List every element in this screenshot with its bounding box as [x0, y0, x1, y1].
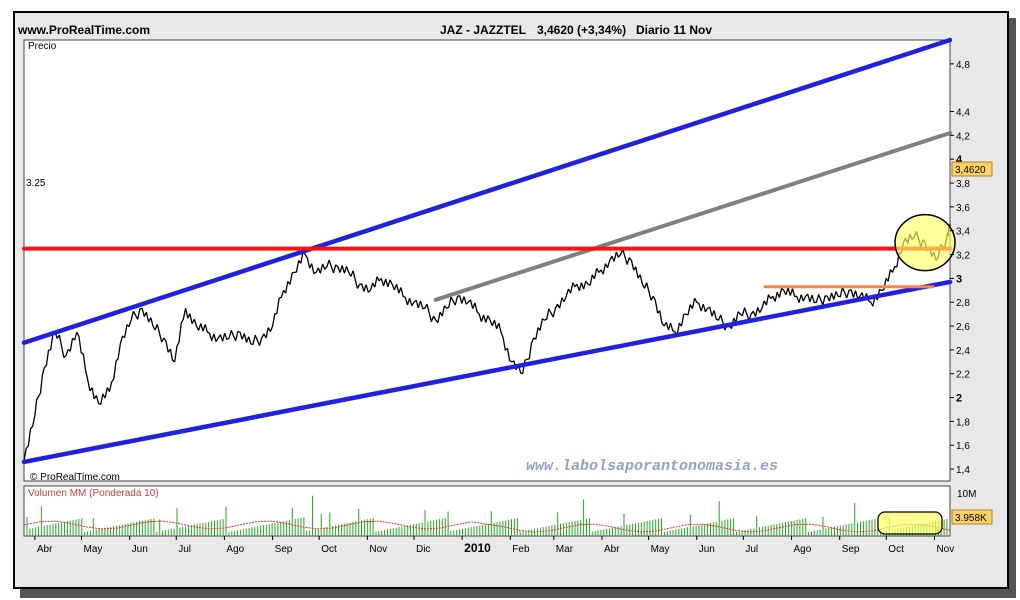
y-tick-label: 2,2 [956, 370, 970, 381]
last-price-value: 3,4620 [955, 165, 986, 176]
site-label: www.ProRealTime.com [17, 23, 150, 37]
x-tick-label: Mar [556, 544, 574, 555]
x-tick-label: Ago [226, 544, 244, 555]
y-tick-label: 4,8 [956, 60, 970, 71]
period-label: Diario 11 Nov [636, 23, 712, 37]
instrument-label: JAZ - JAZZTEL [440, 23, 526, 37]
volume-panel [23, 485, 951, 537]
y-tick-label: 1,4 [956, 465, 970, 476]
x-tick-label: Jun [132, 544, 148, 555]
watermark: www.labolsaporantonomasia.es [526, 458, 778, 475]
price-change-label: 3,4620 (+3,34%) [537, 23, 626, 37]
x-tick-label: Oct [888, 544, 904, 555]
y-tick-label: 3,6 [956, 203, 970, 214]
price-plot [21, 37, 956, 465]
x-tick-label: Sep [842, 544, 860, 555]
x-tick-label: 2010 [464, 541, 491, 555]
copyright-label: © ProRealTime.com [30, 472, 120, 483]
y-tick-label: 2,4 [956, 346, 970, 357]
y-tick-label: 4 [956, 154, 963, 166]
x-tick-label: May [83, 544, 102, 555]
volume-highlight [877, 511, 943, 535]
price-panel [23, 39, 951, 482]
last-price-badge [951, 161, 993, 177]
last-volume-value: 3.958K [955, 513, 987, 524]
x-tick-label: Sep [275, 544, 293, 555]
y-tick-label: 2 [956, 393, 962, 405]
y-tick-label: 2,8 [956, 298, 970, 309]
x-axis: Abr May Jun Jul Ago Sep Oct Nov Dic 2010 Feb Mar Abr… [34, 536, 954, 555]
price-series-line [23, 223, 951, 461]
trendline-channel-top [21, 37, 953, 345]
trendline-midline [433, 130, 952, 302]
breakout-highlight [894, 213, 956, 272]
price-panel-label: Precio [28, 41, 57, 52]
y-tick-label: 4,4 [956, 108, 970, 119]
y-tick-label: 3 [956, 273, 962, 285]
y-tick-label: 1,6 [956, 441, 970, 452]
x-tick-label: Jul [178, 544, 191, 555]
x-tick-label: Jul [745, 544, 758, 555]
x-tick-label: Jun [699, 544, 715, 555]
x-tick-label: Abr [604, 544, 620, 555]
y-tick-label: 4,2 [956, 131, 970, 142]
y-tick-label: 2,6 [956, 322, 970, 333]
x-tick-label: Feb [512, 544, 530, 555]
price-axis: 1,4 1,6 1,8 2 2,2 2,4 2,6 2,8 3 3,2 3,4 3,6 3,8 4 4,2 4… [950, 60, 970, 476]
volume-scale-label: 10M [957, 489, 976, 500]
last-volume-badge [951, 509, 993, 525]
x-tick-label: Abr [37, 544, 53, 555]
x-tick-label: Ago [794, 544, 812, 555]
x-tick-label: Oct [321, 544, 337, 555]
x-tick-label: Nov [936, 544, 954, 555]
y-tick-label: 3,8 [956, 179, 970, 190]
y-tick-label: 3,2 [956, 251, 970, 262]
y-tick-label: 3,4 [956, 227, 970, 238]
volume-average-line [23, 520, 951, 533]
volume-plot [23, 495, 951, 536]
volume-panel-label: Volumen MM (Ponderada 10) [28, 488, 159, 499]
x-tick-label: Nov [369, 544, 387, 555]
resistance-level-label: 3.25 [26, 178, 46, 189]
x-tick-label: May [651, 544, 670, 555]
x-tick-label: Dic [416, 544, 430, 555]
y-tick-label: 1,8 [956, 417, 970, 428]
trendline-channel-bottom [21, 279, 953, 465]
